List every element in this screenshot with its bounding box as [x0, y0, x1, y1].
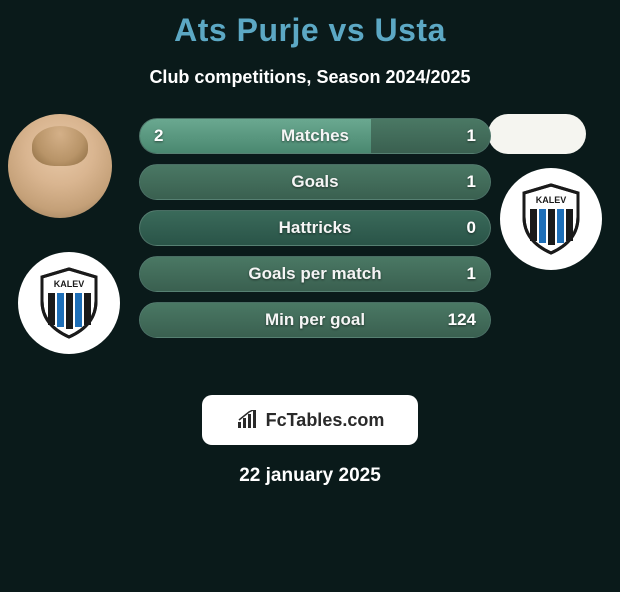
stat-row: Goals per match 1 — [139, 256, 491, 292]
stat-label: Hattricks — [279, 218, 352, 238]
stat-label: Goals — [291, 172, 338, 192]
shield-icon: KALEV — [38, 267, 100, 339]
shield-icon: KALEV — [520, 183, 582, 255]
stat-row: Hattricks 0 — [139, 210, 491, 246]
chart-icon — [236, 410, 260, 430]
stat-row: 2 Matches 1 — [139, 118, 491, 154]
brand-badge: FcTables.com — [202, 395, 418, 445]
stat-value-right: 1 — [467, 264, 476, 284]
page-title: Ats Purje vs Usta — [0, 12, 620, 49]
stat-value-right: 0 — [467, 218, 476, 238]
stat-label: Matches — [281, 126, 349, 146]
stat-value-right: 1 — [467, 172, 476, 192]
comparison-area: KALEV KALEV 2 Matches 1 Goals — [0, 118, 620, 373]
club-left-badge: KALEV — [18, 252, 120, 354]
player-left-avatar — [8, 114, 112, 218]
player-right-avatar — [488, 114, 586, 154]
subtitle: Club competitions, Season 2024/2025 — [0, 67, 620, 88]
club-right-badge: KALEV — [500, 168, 602, 270]
stat-value-right: 1 — [467, 126, 476, 146]
stat-value-left: 2 — [154, 126, 163, 146]
brand-text: FcTables.com — [266, 410, 385, 431]
stat-row: Min per goal 124 — [139, 302, 491, 338]
stat-label: Goals per match — [248, 264, 381, 284]
footer-date: 22 january 2025 — [0, 465, 620, 487]
stat-value-right: 124 — [448, 310, 476, 330]
shield-text: KALEV — [536, 195, 567, 205]
stat-row: Goals 1 — [139, 164, 491, 200]
shield-text: KALEV — [54, 279, 85, 289]
stat-bars: 2 Matches 1 Goals 1 Hattricks 0 Goals per match… — [139, 118, 491, 348]
stat-label: Min per goal — [265, 310, 365, 330]
